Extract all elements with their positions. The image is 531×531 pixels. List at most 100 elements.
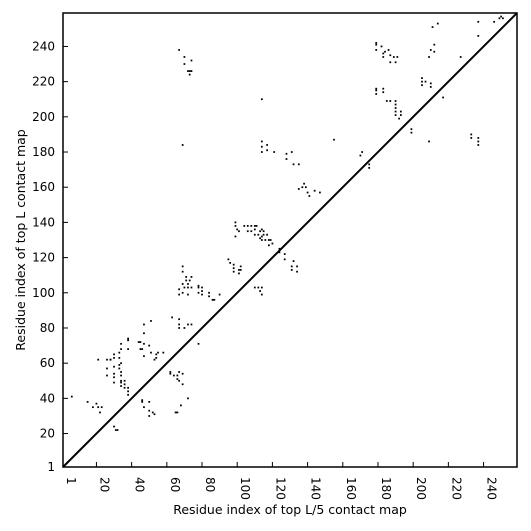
- contact-point: [176, 411, 179, 414]
- contact-point: [259, 290, 261, 292]
- contact-point: [253, 286, 256, 289]
- contact-point: [178, 323, 181, 326]
- contact-point: [477, 140, 480, 143]
- contact-point: [260, 239, 263, 241]
- contact-point: [113, 381, 115, 384]
- contact-point: [498, 17, 501, 20]
- contact-point: [232, 267, 235, 270]
- contact-point: [185, 279, 188, 282]
- contact-point: [442, 96, 444, 99]
- contact-point: [106, 374, 108, 377]
- contact-point: [118, 357, 121, 359]
- contact-point: [155, 357, 158, 359]
- contact-point: [181, 265, 184, 268]
- contact-point: [120, 385, 122, 387]
- contact-point: [187, 283, 189, 285]
- contact-point: [139, 341, 142, 343]
- contact-point: [380, 45, 383, 48]
- contact-point: [259, 230, 261, 233]
- contact-point: [143, 332, 145, 335]
- contact-point: [429, 86, 432, 88]
- contact-point: [292, 260, 295, 262]
- contact-point: [162, 351, 165, 354]
- contact-point: [424, 80, 427, 83]
- x-tick-label: 180: [379, 477, 393, 500]
- contact-point: [359, 154, 362, 157]
- x-tick-label: 60: [168, 477, 182, 492]
- contact-point: [253, 228, 256, 231]
- contact-point: [234, 221, 237, 224]
- contact-point: [234, 235, 237, 238]
- x-tick-label: 220: [449, 477, 463, 500]
- contact-point: [396, 56, 399, 58]
- contact-point: [375, 43, 378, 46]
- contact-point: [394, 61, 397, 64]
- contact-point: [120, 381, 122, 384]
- contact-point: [392, 56, 395, 58]
- contact-point: [410, 131, 413, 134]
- contact-point: [260, 145, 263, 148]
- contact-point: [382, 56, 385, 58]
- contact-point: [70, 395, 73, 398]
- contact-point: [421, 84, 423, 87]
- x-tick-label: 120: [273, 477, 287, 500]
- contact-point: [239, 265, 242, 268]
- contact-point: [208, 295, 210, 298]
- contact-point: [143, 323, 145, 326]
- contact-point: [188, 70, 191, 72]
- contact-point: [266, 233, 268, 236]
- contact-point: [470, 133, 473, 136]
- contact-point: [285, 158, 288, 160]
- contact-point: [271, 242, 274, 245]
- y-tick-label: 80: [40, 321, 55, 335]
- contact-point: [113, 365, 115, 368]
- contact-point: [178, 379, 181, 382]
- contact-point: [257, 286, 260, 289]
- contact-point: [127, 337, 129, 340]
- contact-point: [178, 318, 181, 321]
- contact-point: [297, 163, 300, 166]
- contact-point: [99, 411, 101, 414]
- contact-point: [227, 258, 230, 261]
- contact-point: [290, 265, 293, 268]
- contact-point: [181, 144, 184, 146]
- contact-point: [375, 42, 378, 44]
- plot-frame: [62, 12, 518, 468]
- contact-point: [253, 225, 256, 227]
- contact-point: [436, 22, 439, 25]
- contact-point: [178, 49, 181, 51]
- contact-point: [428, 140, 430, 143]
- contact-point: [113, 425, 115, 428]
- contact-point: [260, 286, 263, 289]
- contact-point: [143, 355, 145, 358]
- contact-point: [181, 383, 184, 386]
- contact-point: [183, 286, 186, 289]
- contact-point: [389, 100, 392, 102]
- contact-point: [410, 128, 413, 131]
- contact-point: [141, 348, 144, 350]
- contact-point: [120, 371, 122, 373]
- contact-point: [361, 151, 364, 153]
- contact-point: [389, 61, 392, 64]
- contact-point: [197, 291, 200, 294]
- contact-point: [116, 429, 119, 431]
- contact-point: [477, 137, 480, 139]
- contact-point: [137, 341, 140, 343]
- contact-point: [118, 351, 121, 354]
- contact-point: [127, 348, 129, 350]
- contact-point: [197, 284, 200, 287]
- x-tick-label: 140: [309, 477, 323, 500]
- contact-point: [429, 82, 432, 85]
- contact-point: [127, 390, 129, 393]
- contact-point: [178, 288, 181, 291]
- contact-point: [259, 237, 261, 240]
- y-tick-label: 60: [40, 356, 55, 370]
- contact-point: [268, 244, 270, 247]
- contact-point: [120, 362, 122, 365]
- contact-point: [120, 348, 122, 350]
- contact-point: [234, 225, 237, 227]
- contact-point: [296, 270, 298, 273]
- contact-point: [201, 293, 203, 296]
- contact-point: [139, 348, 142, 350]
- contact-point: [213, 298, 216, 301]
